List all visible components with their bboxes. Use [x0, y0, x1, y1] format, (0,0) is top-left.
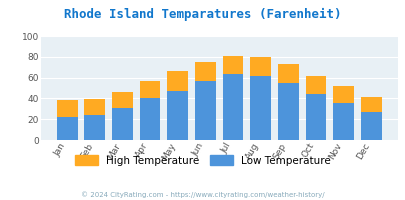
Bar	[250, 57, 271, 76]
Bar	[139, 98, 160, 140]
Bar	[167, 91, 188, 140]
Bar	[222, 74, 243, 140]
Bar	[57, 117, 77, 140]
Bar	[360, 112, 381, 140]
Bar	[222, 56, 243, 74]
Text: Rhode Island Temparatures (Farenheit): Rhode Island Temparatures (Farenheit)	[64, 8, 341, 21]
Bar	[305, 94, 326, 140]
Bar	[277, 64, 298, 83]
Text: © 2024 CityRating.com - https://www.cityrating.com/weather-history/: © 2024 CityRating.com - https://www.city…	[81, 191, 324, 198]
Bar	[360, 97, 381, 112]
Bar	[333, 86, 353, 103]
Bar	[84, 115, 105, 140]
Bar	[277, 83, 298, 140]
Bar	[84, 99, 105, 115]
Bar	[57, 100, 77, 117]
Legend: High Temperature, Low Temperature: High Temperature, Low Temperature	[72, 152, 333, 169]
Bar	[112, 108, 132, 140]
Bar	[194, 62, 215, 81]
Bar	[250, 76, 271, 140]
Bar	[333, 103, 353, 140]
Bar	[139, 81, 160, 98]
Bar	[112, 92, 132, 108]
Bar	[167, 71, 188, 91]
Bar	[305, 76, 326, 94]
Bar	[194, 81, 215, 140]
